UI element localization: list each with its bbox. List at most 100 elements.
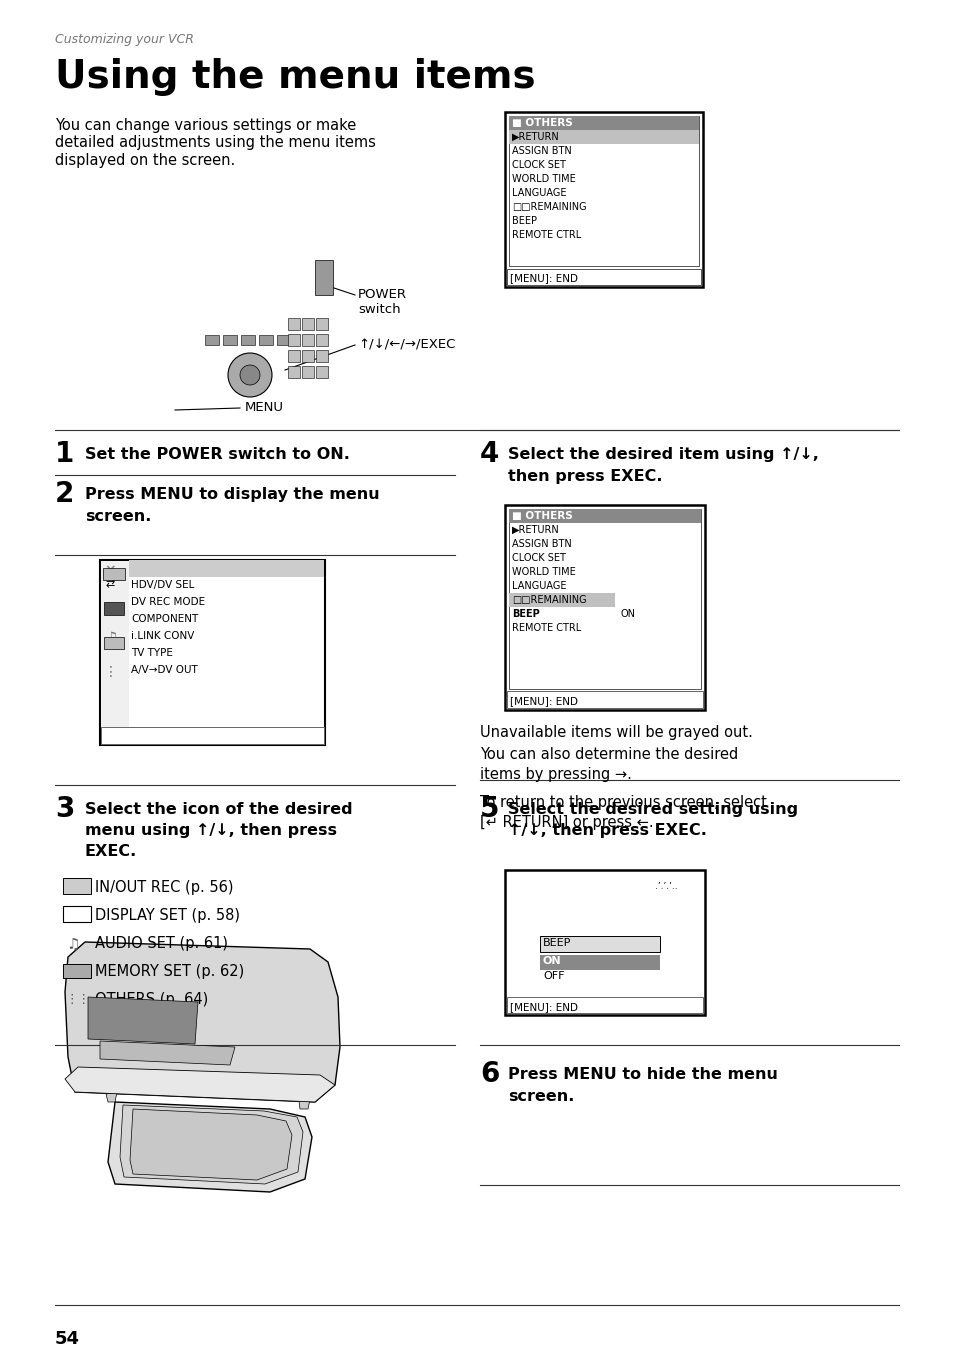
Text: REMOTE CTRL: REMOTE CTRL xyxy=(512,229,580,240)
Bar xyxy=(509,593,614,607)
Text: ↑/↓, then press EXEC.: ↑/↓, then press EXEC. xyxy=(507,822,706,839)
Polygon shape xyxy=(100,1041,234,1065)
Bar xyxy=(509,115,699,266)
Text: CLOCK SET: CLOCK SET xyxy=(512,160,565,170)
Bar xyxy=(101,560,129,727)
Text: EXEC.: EXEC. xyxy=(85,844,137,859)
Bar xyxy=(205,335,219,345)
Text: [MENU]: END: [MENU]: END xyxy=(104,731,177,741)
Bar xyxy=(302,318,314,330)
Bar xyxy=(315,366,328,379)
Bar xyxy=(506,269,700,285)
Bar xyxy=(288,334,299,346)
Text: Press MENU to hide the menu: Press MENU to hide the menu xyxy=(507,1067,777,1082)
Text: WORLD TIME: WORLD TIME xyxy=(512,567,576,577)
Text: Press MENU to display the menu: Press MENU to display the menu xyxy=(85,487,379,502)
Circle shape xyxy=(240,365,260,385)
Text: ASSIGN BTN: ASSIGN BTN xyxy=(512,147,571,156)
Text: ▶RETURN: ▶RETURN xyxy=(512,132,559,142)
Bar xyxy=(258,335,273,345)
Text: ⇄: ⇄ xyxy=(106,579,115,589)
Text: ⇄: ⇄ xyxy=(66,881,75,892)
Bar xyxy=(509,130,699,144)
Text: IN/OUT REC: IN/OUT REC xyxy=(131,563,198,573)
Text: 4: 4 xyxy=(479,440,498,468)
Bar xyxy=(63,878,91,894)
Bar xyxy=(509,509,700,689)
Text: To return to the previous screen, select: To return to the previous screen, select xyxy=(479,795,766,810)
Text: You can also determine the desired: You can also determine the desired xyxy=(479,746,738,763)
Text: ■ OTHERS: ■ OTHERS xyxy=(512,118,572,128)
Bar xyxy=(63,963,91,978)
Text: IN/OUT REC (p. 56): IN/OUT REC (p. 56) xyxy=(95,879,233,896)
Text: OFF: OFF xyxy=(542,972,564,981)
Text: OTHERS (p. 64): OTHERS (p. 64) xyxy=(95,992,208,1007)
Bar xyxy=(539,955,659,970)
Bar xyxy=(223,335,236,345)
Text: ASSIGN BTN: ASSIGN BTN xyxy=(512,539,571,550)
Bar xyxy=(104,636,124,649)
Text: [MENU]: END: [MENU]: END xyxy=(510,696,578,706)
Text: menu using ↑/↓, then press: menu using ↑/↓, then press xyxy=(85,822,336,839)
Polygon shape xyxy=(130,1109,292,1181)
Text: ⋮: ⋮ xyxy=(104,665,118,678)
Text: [MENU]: END: [MENU]: END xyxy=(510,1001,578,1012)
Text: ■ OTHERS: ■ OTHERS xyxy=(512,512,572,521)
Polygon shape xyxy=(298,1099,310,1109)
Text: i.LINK CONV: i.LINK CONV xyxy=(131,631,194,641)
Text: ON: ON xyxy=(620,609,635,619)
Bar xyxy=(314,261,333,294)
Text: BEEP: BEEP xyxy=(512,216,537,227)
Bar xyxy=(103,569,125,579)
Bar xyxy=(504,870,704,1015)
Text: screen.: screen. xyxy=(507,1090,574,1105)
Text: DISPLAY SET (p. 58): DISPLAY SET (p. 58) xyxy=(95,908,240,923)
Text: Select the desired item using ↑/↓,: Select the desired item using ↑/↓, xyxy=(507,446,818,461)
Bar xyxy=(63,906,91,921)
Text: ♫: ♫ xyxy=(66,936,79,953)
Text: □□REMAINING: □□REMAINING xyxy=(512,594,586,605)
Bar xyxy=(506,997,702,1012)
Bar xyxy=(129,560,324,577)
Bar xyxy=(315,350,328,362)
Bar xyxy=(539,936,659,953)
Text: DV REC MODE: DV REC MODE xyxy=(131,597,205,607)
Bar xyxy=(288,318,299,330)
Text: AUDIO SET (p. 61): AUDIO SET (p. 61) xyxy=(95,936,228,951)
Bar xyxy=(315,318,328,330)
Bar xyxy=(241,335,254,345)
Text: [MENU]: END: [MENU]: END xyxy=(510,273,578,284)
Bar xyxy=(302,350,314,362)
Bar xyxy=(288,350,299,362)
Text: ♫: ♫ xyxy=(105,631,117,645)
Text: Select the desired setting using: Select the desired setting using xyxy=(507,802,798,817)
Bar xyxy=(302,366,314,379)
Text: HDV/DV SEL: HDV/DV SEL xyxy=(131,579,194,590)
Text: LANGUAGE: LANGUAGE xyxy=(512,581,566,592)
Text: Set the POWER switch to ON.: Set the POWER switch to ON. xyxy=(85,446,350,461)
Bar xyxy=(506,691,702,708)
Text: POWER
switch: POWER switch xyxy=(357,288,407,316)
Text: BEEP: BEEP xyxy=(542,938,571,949)
Text: ×: × xyxy=(104,563,115,577)
Text: 1: 1 xyxy=(55,440,74,468)
Text: WORLD TIME: WORLD TIME xyxy=(512,174,576,185)
Text: ⋮⋮: ⋮⋮ xyxy=(65,993,90,1006)
Polygon shape xyxy=(65,1067,335,1102)
Text: 5: 5 xyxy=(479,795,499,822)
Text: A/V→DV OUT: A/V→DV OUT xyxy=(131,665,197,674)
Bar xyxy=(288,366,299,379)
Bar xyxy=(101,727,324,744)
Text: ▶RETURN: ▶RETURN xyxy=(512,525,559,535)
Text: 54: 54 xyxy=(55,1330,80,1348)
Polygon shape xyxy=(106,1092,117,1102)
Text: TV TYPE: TV TYPE xyxy=(131,649,172,658)
Text: items by pressing →.: items by pressing →. xyxy=(479,767,631,782)
Polygon shape xyxy=(88,997,198,1044)
Bar xyxy=(504,505,704,710)
Text: COMPONENT: COMPONENT xyxy=(131,613,198,624)
Text: screen.: screen. xyxy=(85,509,152,524)
Bar xyxy=(276,335,291,345)
Text: REMOTE CTRL: REMOTE CTRL xyxy=(512,623,580,632)
Bar xyxy=(315,334,328,346)
